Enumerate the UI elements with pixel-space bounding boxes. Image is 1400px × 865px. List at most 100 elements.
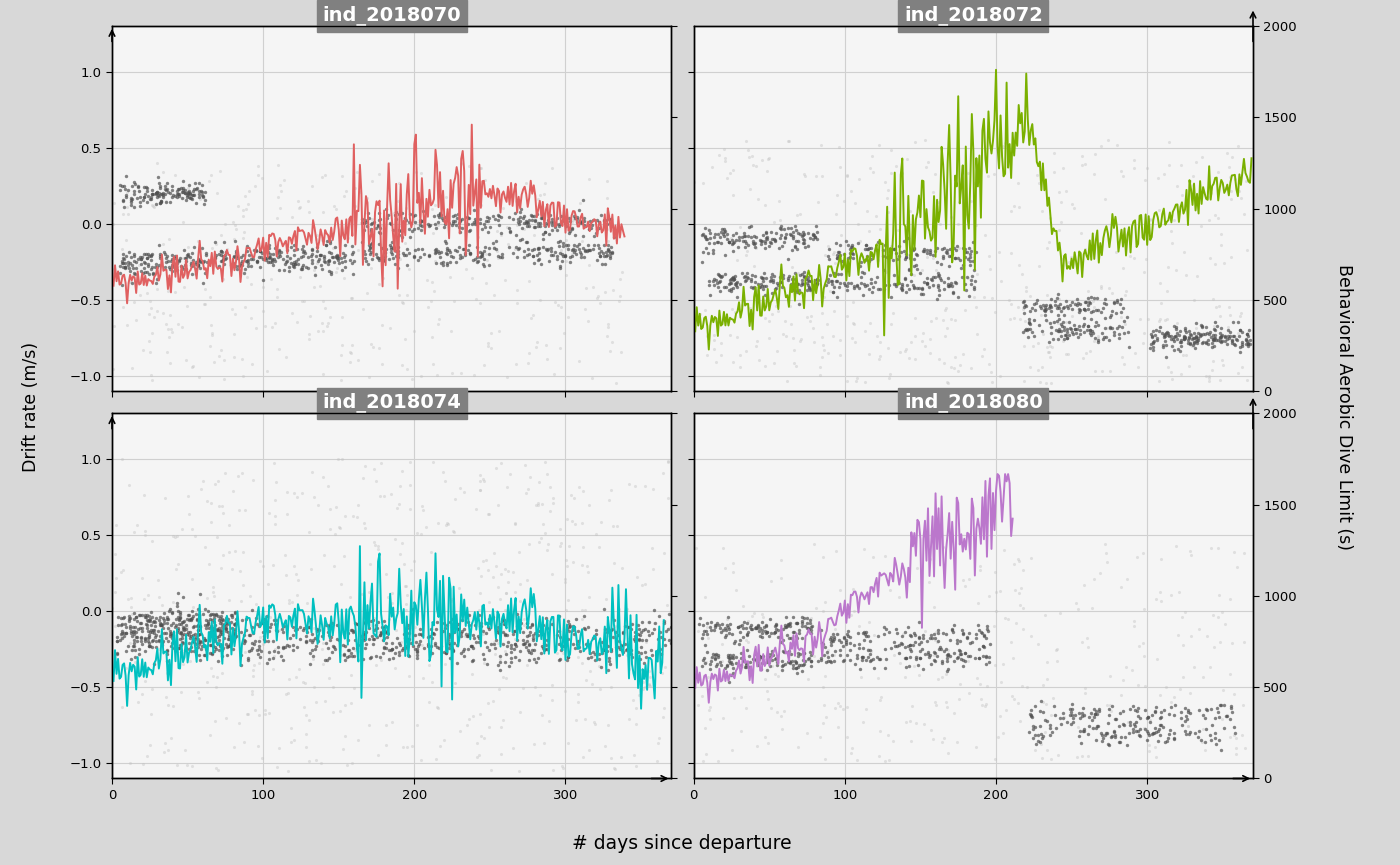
Point [650,630,672,644]
Point [1044,298,1067,312]
Point [511,221,533,235]
Point [386,247,409,260]
Point [315,637,337,650]
Point [388,648,410,662]
Point [144,618,167,632]
Point [133,190,155,204]
Point [319,234,342,248]
Point [190,635,213,649]
Point [777,134,799,148]
Point [1156,284,1179,298]
Point [1081,708,1103,722]
Point [1189,330,1211,343]
Point [1165,329,1187,343]
Point [819,631,841,644]
Point [237,256,259,270]
Point [211,245,234,259]
Point [833,631,855,644]
Point [1196,703,1218,717]
Point [186,257,209,271]
Point [776,610,798,624]
Point [213,235,235,249]
Point [322,199,344,213]
Point [798,622,820,636]
Point [113,179,136,193]
Point [770,275,792,289]
Point [381,247,403,260]
Point [1145,592,1168,606]
Point [396,634,419,648]
Point [339,645,361,659]
Point [836,610,858,624]
Point [748,649,770,663]
Point [843,638,865,651]
Point [322,639,344,653]
Point [199,608,221,622]
Point [694,721,717,734]
Point [473,656,496,670]
Point [641,482,664,496]
Point [935,301,958,315]
Point [839,637,861,650]
Point [717,672,739,686]
Point [1077,302,1099,316]
Point [781,272,804,286]
Point [504,637,526,650]
Point [1133,649,1155,663]
Point [288,632,311,646]
Point [468,635,490,649]
Point [965,740,987,754]
Point [580,664,602,678]
Point [1155,325,1177,339]
Point [515,219,538,233]
Point [174,243,196,257]
Point [815,317,837,330]
Point [486,224,508,238]
Point [1233,636,1256,650]
Point [119,619,141,633]
Point [1112,717,1134,731]
Point [812,715,834,729]
Point [125,611,147,625]
Point [777,134,799,148]
Point [554,684,577,698]
Point [893,670,916,683]
Point [434,474,456,488]
Point [977,650,1000,664]
Point [602,230,624,244]
Point [227,469,249,483]
Point [480,326,503,340]
Point [417,639,440,653]
Point [161,264,183,278]
Point [760,236,783,250]
Point [797,239,819,253]
Point [199,612,221,625]
Point [441,642,463,656]
Point [531,616,553,630]
Point [508,240,531,254]
Point [701,647,724,661]
Point [620,643,643,657]
Point [181,612,203,626]
Point [462,368,484,382]
Point [484,234,507,248]
Point [255,703,277,717]
Point [963,250,986,264]
Point [773,222,795,236]
Point [841,331,864,345]
Point [239,253,262,266]
Point [228,259,251,272]
Point [791,616,813,630]
Point [171,191,193,205]
Point [977,589,1000,603]
Point [398,620,420,634]
Point [829,333,851,347]
Point [104,262,126,276]
Point [140,634,162,648]
Point [602,760,624,774]
Point [557,735,580,749]
Point [459,247,482,260]
Point [752,650,774,663]
Point [783,284,805,298]
Point [420,631,442,645]
